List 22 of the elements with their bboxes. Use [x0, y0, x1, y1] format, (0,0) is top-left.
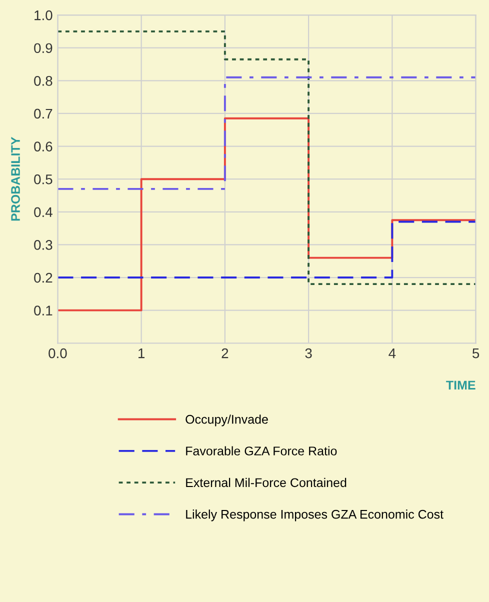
- legend-label: Occupy/Invade: [186, 414, 268, 426]
- y-tick-label: 0.4: [34, 207, 52, 218]
- y-tick-label: 1.0: [34, 10, 52, 20]
- x-tick-label: 1: [138, 348, 145, 358]
- x-tick-label: 4: [388, 348, 396, 358]
- y-tick-label: 0.2: [34, 272, 52, 283]
- legend-label: External Mil-Force Contained: [186, 478, 346, 488]
- x-tick-label: 0.0: [48, 348, 67, 358]
- x-axis-title: TIME: [446, 380, 476, 390]
- legend-label: Favorable GZA Force Ratio: [186, 446, 337, 456]
- y-tick-label: 0.1: [34, 306, 52, 316]
- y-tick-label: 0.8: [34, 76, 52, 86]
- x-tick-label: 5: [472, 348, 480, 358]
- y-tick-label: 0.3: [34, 240, 52, 250]
- y-tick-label: 0.7: [34, 108, 52, 119]
- x-tick-label: 3: [305, 348, 312, 358]
- y-tick-label: 0.6: [34, 142, 52, 152]
- y-tick-label: 0.5: [34, 174, 52, 184]
- legend-label: Likely Response Imposes GZA Economic Cost: [186, 510, 444, 522]
- y-axis-title: PROBABILITY: [11, 136, 20, 221]
- y-tick-label: 0.9: [34, 43, 52, 54]
- x-tick-label: 2: [222, 348, 228, 358]
